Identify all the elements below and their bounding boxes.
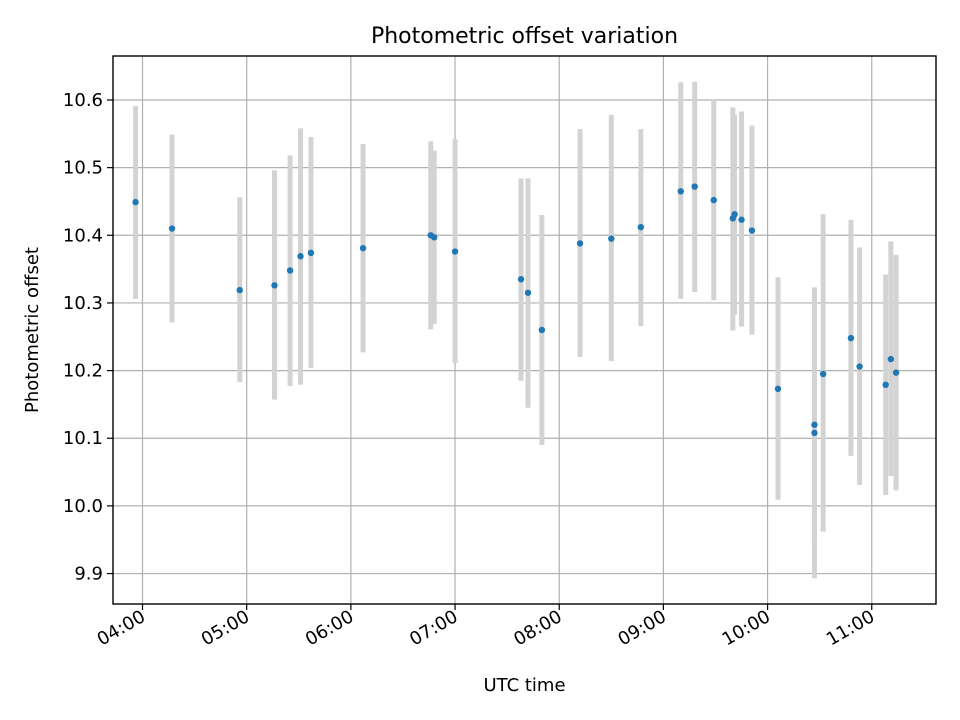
- marker-layer: [132, 183, 900, 437]
- y-axis-ticks: 9.9 10.0 10.1 10.2 10.3 10.4 10.5 10.6: [63, 90, 113, 585]
- x-axis-ticks: 04:00 05:00 06:00 07:00 08:00 09:00 10:00 11:00: [94, 604, 878, 650]
- x-tick-label: 08:00: [510, 606, 565, 650]
- y-tick-label: 10.4: [63, 225, 103, 246]
- x-axis-label: UTC time: [483, 675, 565, 696]
- y-tick-label: 10.3: [63, 293, 103, 314]
- data-point: [431, 234, 438, 241]
- y-axis-label: Photometric offset: [22, 247, 43, 413]
- data-point: [307, 249, 315, 257]
- x-tick-label: 04:00: [94, 606, 149, 650]
- data-point: [637, 223, 645, 231]
- data-point: [748, 227, 756, 234]
- y-tick-label: 10.5: [63, 158, 103, 179]
- data-point: [451, 248, 459, 255]
- data-point: [731, 211, 738, 218]
- data-point: [132, 198, 139, 206]
- x-tick-label: 11:00: [823, 606, 878, 650]
- data-point: [168, 225, 176, 232]
- data-point: [524, 289, 532, 296]
- data-point: [576, 240, 584, 247]
- y-tick-label: 10.1: [63, 428, 103, 449]
- y-tick-label: 9.9: [74, 564, 103, 585]
- data-point: [286, 267, 294, 274]
- x-tick-label: 09:00: [614, 606, 669, 650]
- data-point: [892, 369, 900, 376]
- data-point: [856, 363, 863, 370]
- errorbar-layer: [133, 81, 899, 579]
- data-point: [538, 326, 546, 334]
- data-point: [819, 370, 827, 378]
- data-point: [608, 235, 615, 242]
- data-point: [710, 196, 717, 204]
- data-point: [882, 381, 889, 388]
- data-point: [359, 244, 367, 252]
- y-tick-label: 10.6: [63, 90, 103, 111]
- plot-frame: [112, 55, 937, 605]
- x-tick-label: 07:00: [406, 606, 461, 650]
- y-tick-label: 10.0: [63, 496, 103, 517]
- data-point: [677, 188, 684, 195]
- data-point: [297, 253, 304, 260]
- chart-title: Photometric offset variation: [371, 24, 678, 49]
- data-point: [811, 421, 818, 428]
- y-tick-label: 10.2: [63, 361, 103, 382]
- data-point: [738, 216, 745, 223]
- data-point: [691, 183, 698, 190]
- data-point: [271, 282, 278, 289]
- data-point: [847, 334, 855, 342]
- x-tick-label: 05:00: [198, 606, 253, 650]
- data-point: [811, 429, 818, 437]
- data-point: [517, 276, 525, 283]
- data-point: [236, 286, 243, 294]
- data-point: [774, 385, 782, 393]
- x-tick-label: 06:00: [302, 606, 357, 650]
- grid-layer: [113, 56, 936, 604]
- x-tick-label: 10:00: [719, 606, 774, 650]
- data-point: [887, 355, 895, 363]
